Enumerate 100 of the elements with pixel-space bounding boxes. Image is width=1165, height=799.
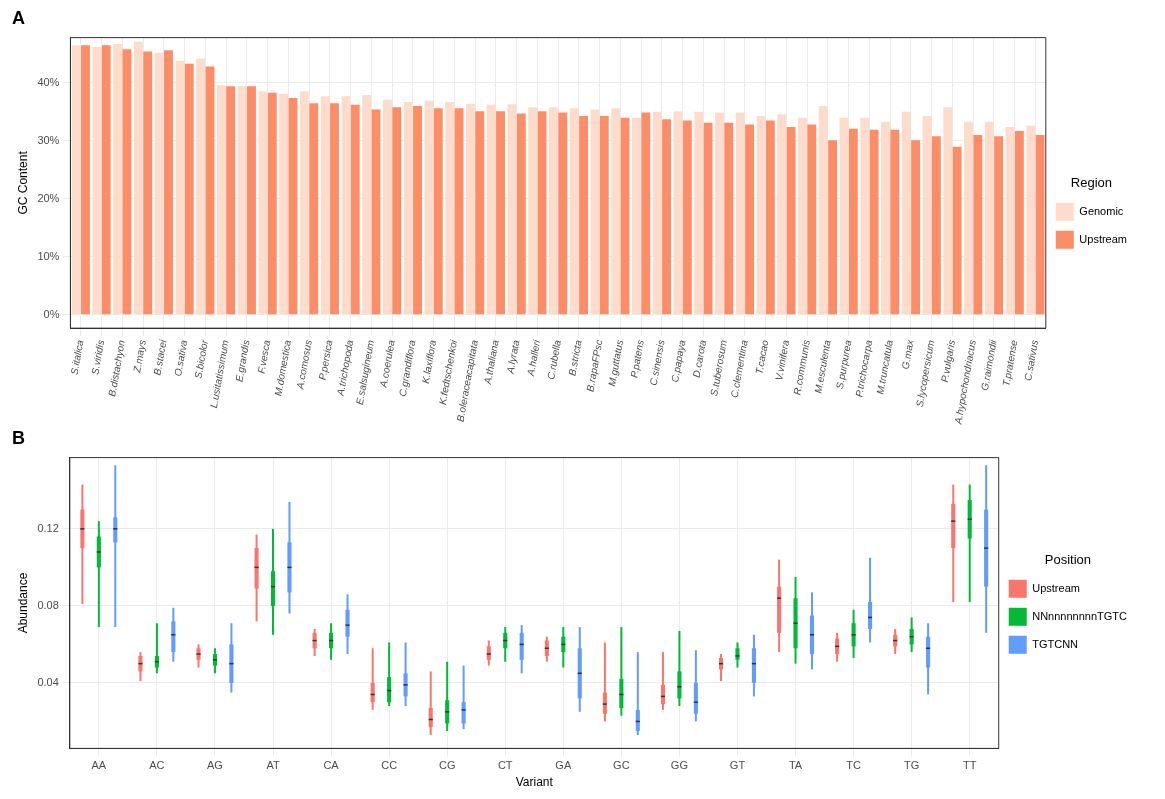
x-tick-label: C.grandiflora [396, 338, 418, 398]
bar [309, 103, 319, 315]
x-tick-label: B.rapaFPsc [584, 339, 605, 393]
x-tick-label: B.stacei [151, 338, 169, 377]
x-tick-label: K.laxiflora [419, 338, 439, 385]
bar [590, 109, 600, 315]
bar [798, 117, 807, 315]
bar [133, 41, 143, 315]
bar [205, 66, 215, 315]
x-tick-label: S.tuberosum [708, 339, 729, 397]
x-tick-label: S.bicolor [192, 338, 211, 380]
bar [371, 109, 381, 315]
bar [703, 122, 713, 315]
x-tick-label: CC [381, 759, 398, 772]
bar [226, 86, 236, 315]
bar [403, 101, 413, 315]
y-tick-label: 40% [37, 75, 60, 88]
x-tick-label: B.distachyon [106, 338, 128, 398]
bar [611, 108, 621, 315]
x-tick-label: A.halleri [524, 338, 543, 378]
y-tick-label: 0.12 [37, 521, 59, 534]
x-tick-label: A.comosus [294, 339, 314, 391]
bar [569, 108, 579, 315]
bar [818, 106, 828, 315]
x-tick-label: V.vinifera [773, 338, 792, 382]
x-tick-label: O.sativa [172, 338, 190, 378]
x-tick-label: Z.mays [131, 339, 148, 375]
legend-label: TGTCNN [1032, 637, 1079, 650]
bar [279, 93, 289, 315]
chart-title: A [12, 7, 25, 28]
x-tick-label: TC [846, 759, 861, 772]
bar [756, 115, 766, 315]
bar [516, 113, 526, 315]
bar [496, 111, 505, 315]
x-tick-label: S.purpurea [833, 338, 854, 390]
bar [682, 120, 692, 315]
x-tick-label: D.carota [690, 338, 709, 379]
bar [486, 104, 496, 315]
y-tick-label: 0.04 [37, 675, 59, 688]
bar [143, 51, 153, 315]
bar [1026, 125, 1036, 315]
bar [537, 111, 547, 315]
bar [299, 91, 309, 315]
legend-title: Region [1070, 175, 1113, 191]
bar [81, 45, 90, 315]
x-tick-label: S.viridis [89, 339, 107, 376]
x-tick-label: AA [91, 759, 107, 772]
bar [807, 124, 817, 315]
legend-label: NNnnnnnnnnTGTC [1032, 609, 1128, 622]
bar [330, 103, 339, 315]
x-tick-label: GA [555, 759, 572, 772]
legend-label: Genomic [1079, 204, 1124, 217]
x-tick-label: P.persica [316, 338, 335, 381]
bar [652, 111, 662, 315]
bar [599, 115, 609, 315]
x-tick-label: CG [438, 759, 456, 772]
x-tick-label: C.rubella [545, 338, 563, 381]
bar [828, 140, 838, 315]
x-tick-label: M.esculenta [812, 338, 833, 395]
bar [922, 115, 932, 315]
legend-title: Position [1044, 552, 1091, 568]
bar [1005, 126, 1015, 315]
bar [662, 119, 671, 315]
x-tick-label: P.patens [628, 339, 646, 379]
legend-label: Upstream [1032, 581, 1080, 594]
bar [911, 140, 921, 315]
x-tick-label: GG [670, 759, 688, 772]
y-tick-label: 0.08 [37, 598, 59, 611]
bar [247, 86, 256, 315]
bar [413, 106, 422, 315]
bar [320, 96, 330, 315]
x-tick-label: C.sinensis [647, 339, 667, 387]
x-tick-label: F.vesca [255, 338, 273, 375]
y-tick-label: 10% [37, 249, 60, 262]
x-tick-label: R.communis [791, 339, 812, 396]
x-tick-label: C.sativus [1022, 339, 1041, 382]
bar [984, 121, 994, 315]
x-tick-label: B.stricta [566, 338, 584, 377]
y-tick-label: 0% [43, 307, 60, 320]
x-tick-label: CT [497, 759, 513, 772]
bar [1035, 135, 1045, 315]
bar [890, 129, 900, 315]
bar [237, 86, 247, 315]
x-tick-label: CA [323, 759, 340, 772]
bar [175, 60, 185, 315]
bar [881, 121, 890, 315]
bar [288, 97, 298, 315]
bar [101, 45, 111, 315]
bar [839, 117, 849, 315]
bar [994, 136, 1004, 315]
legend-label: Upstream [1079, 232, 1128, 245]
bar [350, 104, 360, 315]
bar [164, 50, 173, 315]
bar [528, 107, 538, 315]
bar [92, 46, 102, 315]
bar [931, 136, 941, 315]
bar [424, 100, 434, 315]
bar [952, 146, 962, 315]
x-tick-label: E.grandis [233, 339, 252, 383]
x-tick-label: S.italica [68, 338, 86, 376]
